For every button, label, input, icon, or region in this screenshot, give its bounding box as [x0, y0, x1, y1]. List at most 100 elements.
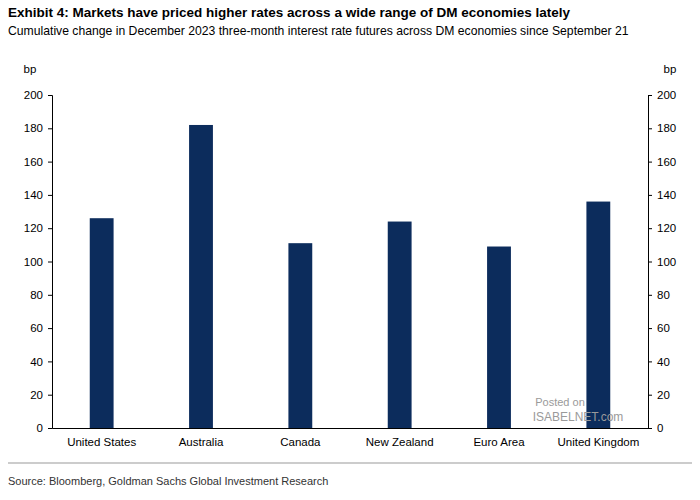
- tick: Euro Area: [473, 436, 525, 448]
- annotation: ISABELNET.com: [533, 410, 624, 424]
- tick-mark: [648, 195, 652, 196]
- tick-mark: [648, 395, 652, 396]
- tick-mark: [48, 361, 52, 362]
- tick-label: 140: [24, 189, 43, 201]
- tick: 60: [30, 322, 52, 334]
- title: Exhibit 4: Markets have priced higher ra…: [8, 5, 570, 20]
- tick-mark: [648, 295, 652, 296]
- tick-label: 160: [24, 156, 43, 168]
- tick-mark: [648, 428, 652, 429]
- tick-label: 160: [657, 156, 676, 168]
- tick-mark: [648, 128, 652, 129]
- subtitle: Cumulative change in December 2023 three…: [8, 24, 629, 38]
- tick: New Zealand: [366, 436, 434, 448]
- tick: 40: [30, 356, 52, 368]
- tick: 120: [24, 222, 52, 234]
- tick: 140: [24, 189, 52, 201]
- tick-label: 120: [657, 222, 676, 234]
- tick: 80: [30, 289, 52, 301]
- tick: 20: [648, 389, 670, 401]
- tick: 160: [24, 156, 52, 168]
- tick: 0: [37, 422, 52, 434]
- tick: United Kingdom: [557, 436, 639, 448]
- source: Source: Bloomberg, Goldman Sachs Global …: [8, 475, 328, 487]
- tick-mark: [648, 228, 652, 229]
- axis-line: [649, 96, 653, 429]
- tick-label: United States: [67, 436, 136, 448]
- bars: [90, 125, 611, 428]
- tick-label: United Kingdom: [557, 436, 639, 448]
- tick-label: 120: [24, 222, 43, 234]
- tick-label: 100: [657, 256, 676, 268]
- tick-mark: [648, 162, 652, 163]
- tick-mark: [48, 262, 52, 263]
- tick: Canada: [280, 436, 321, 448]
- tick-label: 0: [657, 422, 663, 434]
- tick-label: 20: [657, 389, 670, 401]
- tick: 40: [648, 356, 670, 368]
- y2-axis: 0 20 40 60 80 100 120 140 160 180 200: [648, 89, 676, 434]
- tick-label: 0: [37, 422, 43, 434]
- separator: [8, 463, 692, 464]
- tick-label: 60: [30, 322, 43, 334]
- bar: [586, 202, 610, 428]
- tick: 0: [648, 422, 663, 434]
- tick: 100: [648, 256, 676, 268]
- tick-label: 140: [657, 189, 676, 201]
- tick-mark: [48, 328, 52, 329]
- tick-label: Euro Area: [473, 436, 525, 448]
- tick: United States: [67, 436, 136, 448]
- bar: [388, 222, 412, 428]
- tick-mark: [648, 262, 652, 263]
- tick-mark: [48, 295, 52, 296]
- tick-mark: [48, 95, 52, 96]
- tick-label: 20: [30, 389, 43, 401]
- tick: 100: [24, 256, 52, 268]
- tick: 20: [30, 389, 52, 401]
- axis-line: [48, 96, 53, 429]
- y2-axis-label: bp: [664, 63, 677, 75]
- tick-label: 200: [657, 89, 676, 101]
- tick-mark: [48, 428, 52, 429]
- tick-mark: [48, 195, 52, 196]
- tick: 200: [24, 89, 52, 101]
- bar: [90, 218, 114, 428]
- tick: 80: [648, 289, 670, 301]
- y-axis-label: bp: [24, 63, 37, 75]
- x-axis-line: [53, 428, 649, 429]
- tick-mark: [648, 361, 652, 362]
- tick-label: 40: [657, 356, 670, 368]
- tick: 140: [648, 189, 676, 201]
- tick-label: Canada: [280, 436, 321, 448]
- tick-label: 80: [657, 289, 670, 301]
- tick-mark: [648, 95, 652, 96]
- bar: [288, 243, 312, 428]
- tick-mark: [48, 228, 52, 229]
- tick: Australia: [179, 436, 224, 448]
- tick: 120: [648, 222, 676, 234]
- tick: 180: [24, 122, 52, 134]
- tick-label: 180: [24, 122, 43, 134]
- tick-label: 40: [30, 356, 43, 368]
- tick-mark: [48, 128, 52, 129]
- tick-mark: [48, 162, 52, 163]
- x-axis: United States Australia Canada New Zealand E…: [53, 429, 649, 449]
- tick: 180: [648, 122, 676, 134]
- annotation: Posted on: [535, 396, 585, 408]
- tick-mark: [648, 328, 652, 329]
- tick: 60: [648, 322, 670, 334]
- chart: Exhibit 4: Markets have priced higher ra…: [0, 0, 700, 500]
- tick: 160: [648, 156, 676, 168]
- tick-label: 180: [657, 122, 676, 134]
- tick-label: 60: [657, 322, 670, 334]
- bar: [189, 125, 213, 428]
- tick-label: 100: [24, 256, 43, 268]
- y-axis: 0 20 40 60 80 100 120 140 160 180 200: [24, 89, 53, 434]
- tick-label: Australia: [179, 436, 224, 448]
- bar: [487, 247, 511, 428]
- tick-label: 80: [30, 289, 43, 301]
- tick-label: New Zealand: [366, 436, 434, 448]
- tick-mark: [48, 395, 52, 396]
- tick: 200: [648, 89, 676, 101]
- tick-label: 200: [24, 89, 43, 101]
